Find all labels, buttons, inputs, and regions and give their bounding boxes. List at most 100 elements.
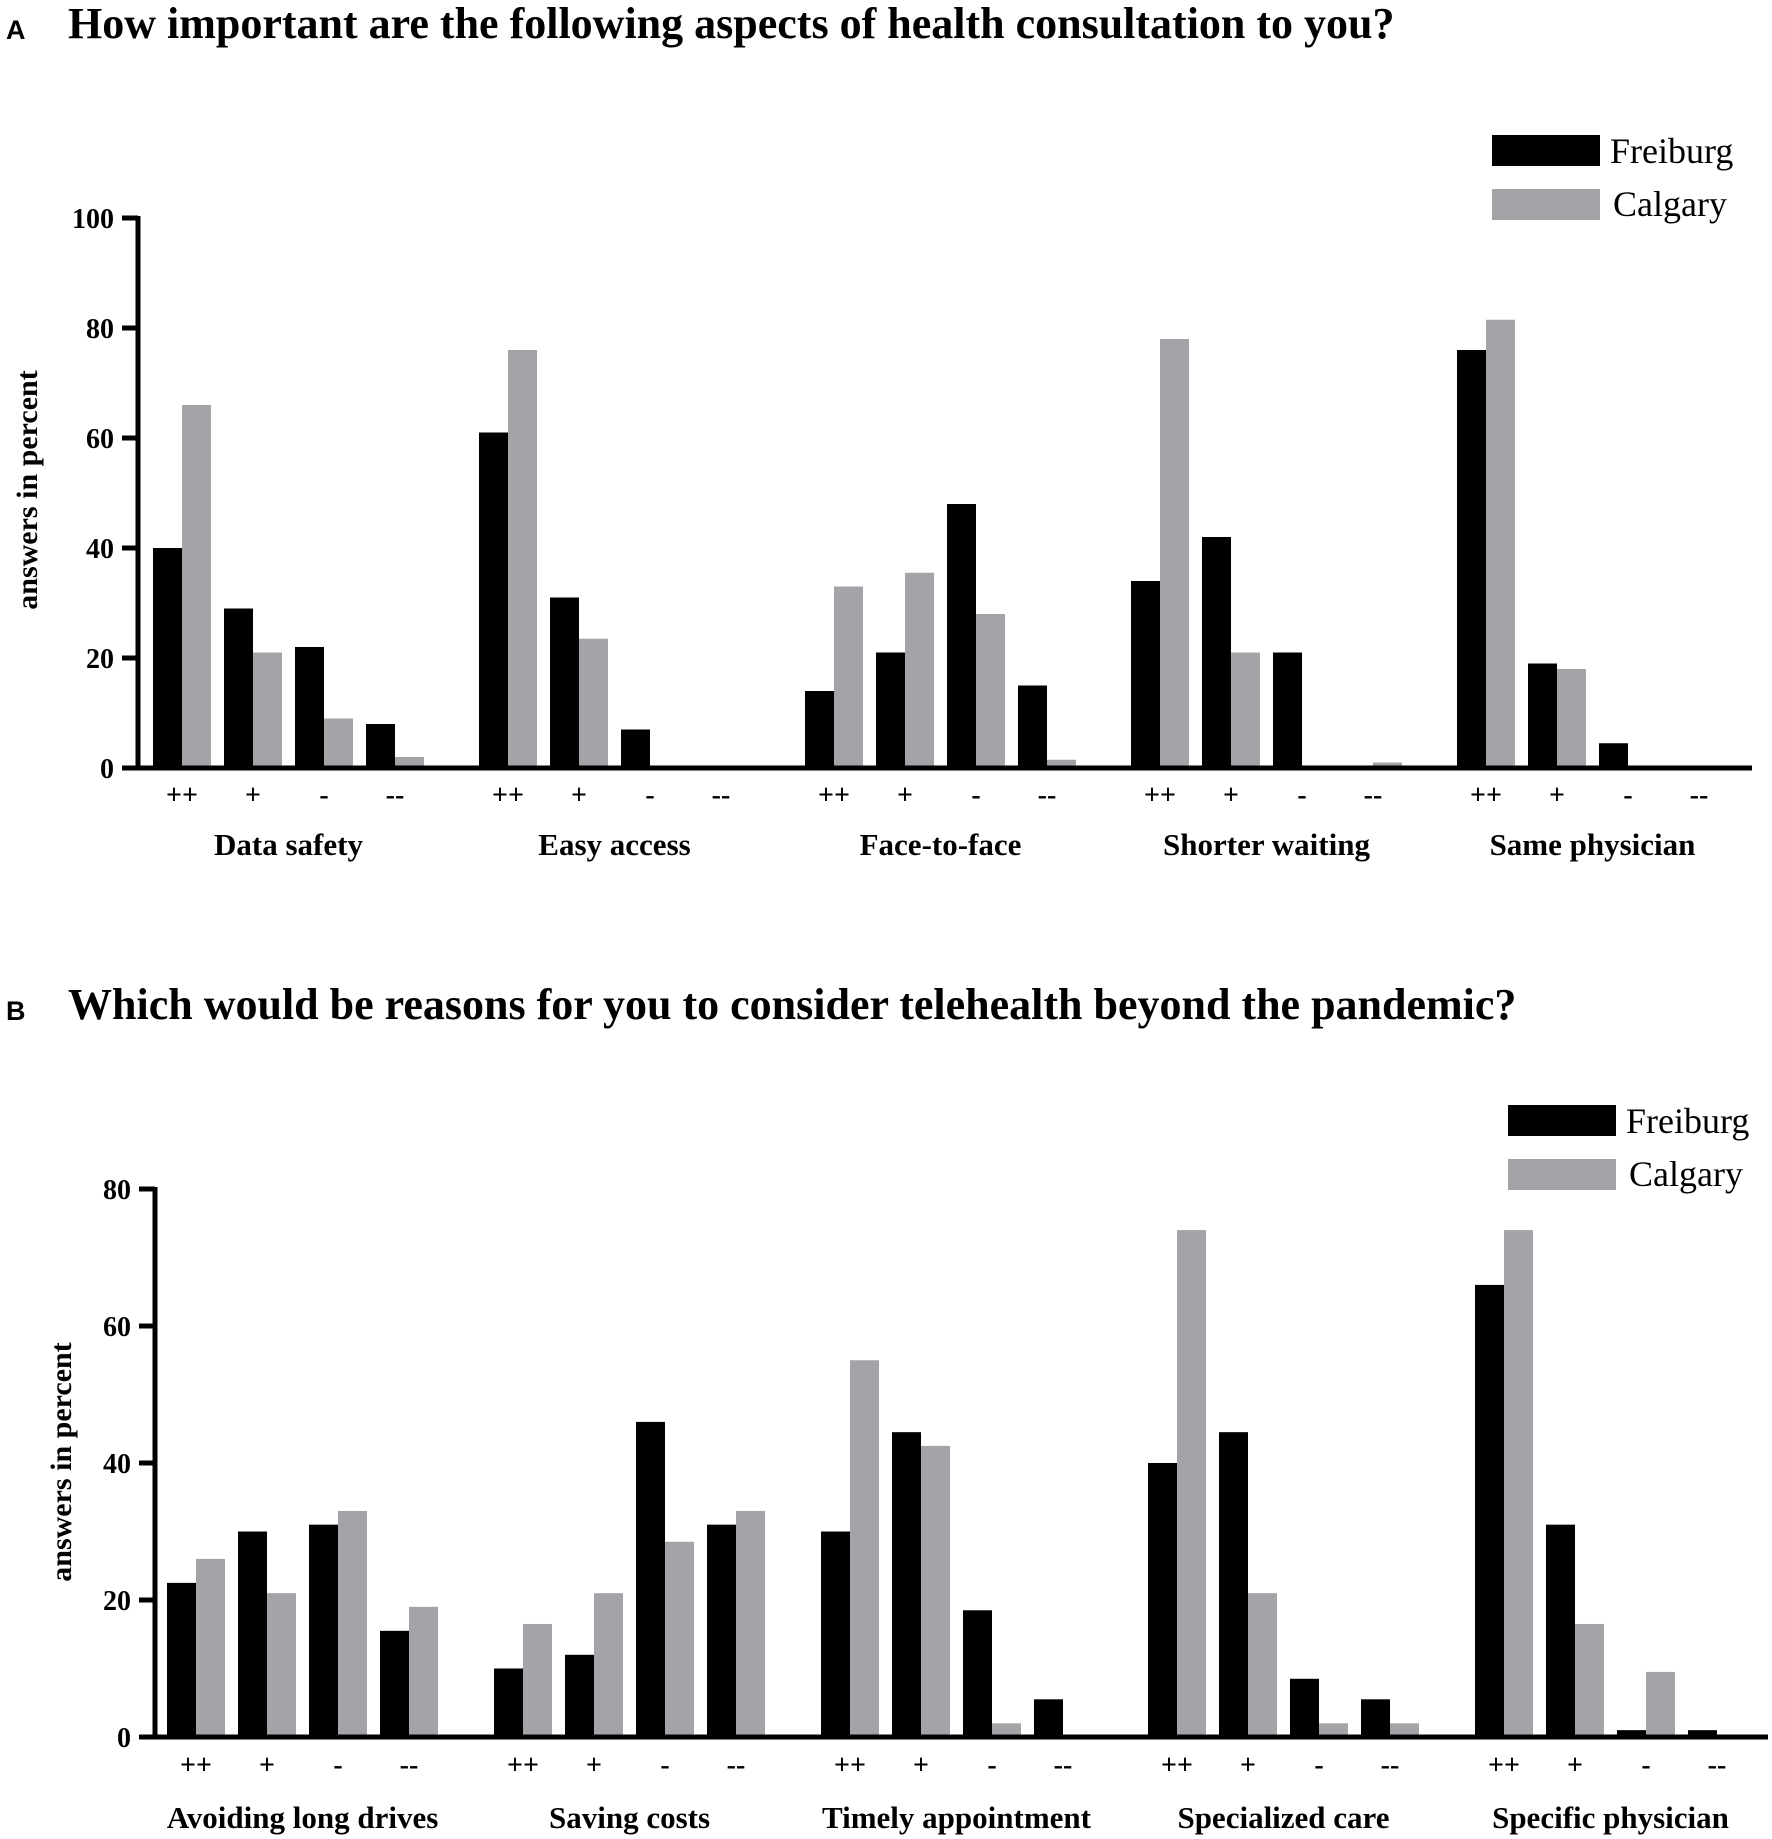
bar-calgary-specialized-care-plusplus	[1177, 1230, 1206, 1737]
bar-calgary-same-physician-plusplus	[1486, 319, 1515, 768]
bar-calgary-avoiding-long-drives-minusminus	[409, 1606, 438, 1737]
bar-freiburg-avoiding-long-drives-minus	[309, 1524, 338, 1737]
y-tick-label: 60	[103, 1312, 131, 1343]
bar-calgary-easy-access-plus	[579, 638, 608, 768]
legend-label-freiburg: Freiburg	[1610, 131, 1733, 171]
bar-calgary-timely-appointment-plusplus	[850, 1360, 879, 1737]
bar-freiburg-shorter-waiting-plusplus	[1131, 581, 1160, 768]
panel-letter: B	[6, 996, 26, 1026]
bar-calgary-saving-costs-plus	[594, 1593, 623, 1737]
x-level-label: -	[1623, 780, 1632, 811]
x-level-label: ++	[818, 780, 850, 811]
legend-swatch-calgary	[1492, 189, 1600, 220]
x-level-label: ++	[492, 780, 524, 811]
x-level-label: -	[971, 780, 980, 811]
bar-calgary-easy-access-plusplus	[508, 350, 537, 768]
legend: Freiburg Calgary	[1492, 131, 1733, 224]
bar-freiburg-avoiding-long-drives-plusplus	[167, 1582, 196, 1737]
y-tick-label: 0	[117, 1723, 131, 1754]
y-tick-label: 20	[86, 644, 114, 675]
bar-freiburg-faceminustominusface-plus	[876, 652, 905, 768]
y-axis-title: answers in percent	[11, 370, 44, 609]
x-level-label: ++	[1144, 780, 1176, 811]
x-level-label: ++	[180, 1750, 212, 1781]
x-level-label: -	[987, 1750, 996, 1781]
legend-label-freiburg: Freiburg	[1626, 1101, 1749, 1141]
x-level-label: +	[913, 1750, 929, 1781]
bar-freiburg-specific-physician-plus	[1546, 1524, 1575, 1737]
x-group-label: Timely appointment	[822, 1800, 1092, 1835]
bar-freiburg-avoiding-long-drives-minusminus	[380, 1630, 409, 1737]
bar-freiburg-timely-appointment-minus	[963, 1610, 992, 1737]
bar-freiburg-specific-physician-minus	[1617, 1730, 1646, 1737]
x-group-label: Specialized care	[1177, 1800, 1389, 1835]
bar-freiburg-saving-costs-plus	[565, 1654, 594, 1737]
x-level-label: --	[712, 780, 731, 811]
x-group-label: Avoiding long drives	[167, 1800, 439, 1835]
y-tick-label: 100	[72, 204, 114, 235]
x-level-label: --	[1038, 780, 1057, 811]
x-level-label: ++	[834, 1750, 866, 1781]
x-level-label: --	[1690, 780, 1709, 811]
bar-calgary-shorter-waiting-minusminus	[1373, 762, 1402, 768]
x-level-label: ++	[166, 780, 198, 811]
legend: Freiburg Calgary	[1508, 1101, 1749, 1194]
bar-freiburg-saving-costs-plusplus	[494, 1668, 523, 1737]
y-tick-label: 40	[86, 534, 114, 565]
bar-freiburg-specific-physician-plusplus	[1475, 1284, 1504, 1737]
panel-letter: A	[6, 15, 26, 45]
bar-calgary-specialized-care-minus	[1319, 1723, 1348, 1737]
y-tick-label: 20	[103, 1586, 131, 1617]
bar-freiburg-shorter-waiting-plus	[1202, 537, 1231, 768]
bar-calgary-data-safety-plusplus	[182, 405, 211, 768]
bar-calgary-shorter-waiting-plus	[1231, 652, 1260, 768]
bar-calgary-data-safety-plus	[253, 652, 282, 768]
bar-freiburg-easy-access-minus	[621, 729, 650, 768]
y-axis: 0 20 40 60 80	[103, 1175, 155, 1754]
x-level-label: -	[660, 1750, 669, 1781]
bar-freiburg-timely-appointment-plusplus	[821, 1531, 850, 1737]
chart-title: Which would be reasons for you to consid…	[68, 980, 1516, 1029]
x-level-label: -	[645, 780, 654, 811]
x-level-label: +	[586, 1750, 602, 1781]
bar-calgary-saving-costs-minusminus	[736, 1510, 765, 1737]
y-tick-label: 40	[103, 1449, 131, 1480]
x-level-label: -	[1297, 780, 1306, 811]
x-level-label: --	[1381, 1750, 1400, 1781]
bar-calgary-faceminustominusface-plus	[905, 572, 934, 768]
bar-calgary-data-safety-minus	[324, 718, 353, 768]
x-level-label: +	[1223, 780, 1239, 811]
x-level-label: --	[386, 780, 405, 811]
x-group-labels: Avoiding long drives Saving costs Timely a…	[167, 1800, 1729, 1835]
x-level-labels: ++ + - -- ++ + - -- ++ + - -- ++ + - -- ++ + - --	[180, 1750, 1726, 1781]
x-group-label: Data safety	[214, 827, 363, 862]
y-tick-label: 0	[100, 754, 114, 785]
bar-freiburg-faceminustominusface-plusplus	[805, 691, 834, 768]
bar-freiburg-data-safety-minus	[295, 647, 324, 768]
x-level-label: --	[1054, 1750, 1073, 1781]
x-group-label: Specific physician	[1492, 1800, 1729, 1835]
x-level-label: +	[1567, 1750, 1583, 1781]
bars	[167, 1230, 1717, 1737]
bar-calgary-timely-appointment-plus	[921, 1445, 950, 1737]
x-level-label: --	[727, 1750, 746, 1781]
y-axis: 0 20 40 60 80 100	[72, 204, 138, 785]
x-level-label: --	[1364, 780, 1383, 811]
x-level-label: ++	[1488, 1750, 1520, 1781]
x-level-label: -	[1314, 1750, 1323, 1781]
bar-freiburg-specialized-care-minusminus	[1361, 1699, 1390, 1737]
legend-label-calgary: Calgary	[1613, 184, 1727, 224]
legend-swatch-calgary	[1508, 1159, 1616, 1190]
bar-freiburg-shorter-waiting-minus	[1273, 652, 1302, 768]
x-level-label: +	[897, 780, 913, 811]
bar-calgary-shorter-waiting-plusplus	[1160, 339, 1189, 768]
bar-calgary-data-safety-minusminus	[395, 757, 424, 768]
bar-calgary-faceminustominusface-plusplus	[834, 586, 863, 768]
x-level-label: -	[1641, 1750, 1650, 1781]
bar-freiburg-specialized-care-plusplus	[1148, 1463, 1177, 1737]
bar-freiburg-same-physician-plus	[1528, 663, 1557, 768]
x-level-label: ++	[507, 1750, 539, 1781]
legend-swatch-freiburg	[1508, 1105, 1616, 1136]
bar-calgary-saving-costs-plusplus	[523, 1623, 552, 1737]
